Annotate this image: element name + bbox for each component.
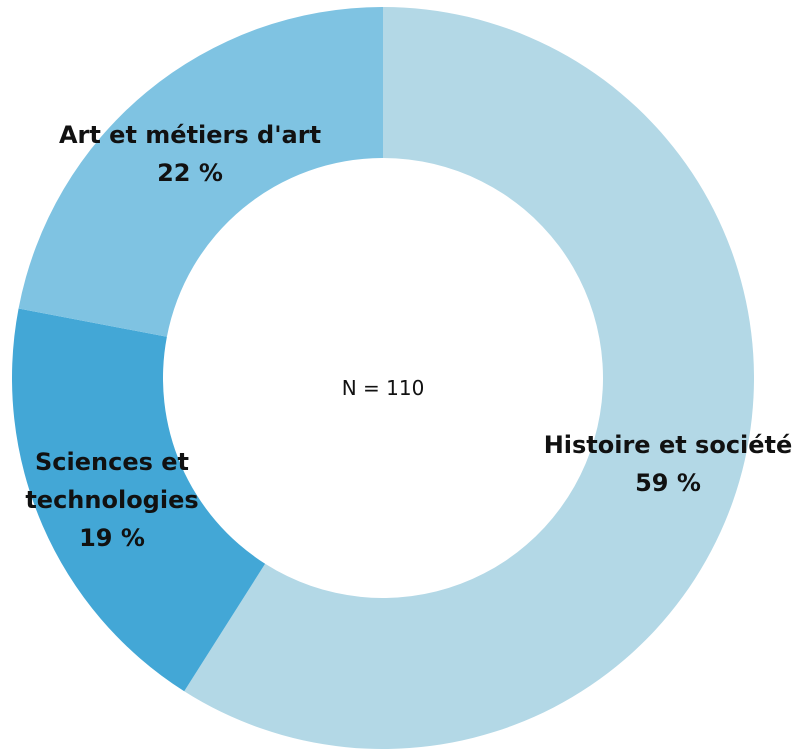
category-label: Histoire et société bbox=[543, 431, 793, 459]
value-label: 59 % bbox=[635, 469, 701, 497]
donut-slice bbox=[18, 7, 383, 337]
value-label: 19 % bbox=[79, 524, 145, 552]
donut-slice bbox=[12, 308, 266, 692]
donut-slice bbox=[184, 7, 754, 749]
center-annotation: N = 110 bbox=[341, 376, 425, 400]
slice-label: Art et métiers d'art 22 % bbox=[59, 116, 321, 192]
category-label: Sciences et technologies bbox=[25, 448, 199, 514]
slice-label: Histoire et société 59 % bbox=[544, 426, 793, 502]
slice-label: Sciences et technologies 19 % bbox=[5, 443, 220, 557]
category-label: Art et métiers d'art bbox=[58, 121, 322, 149]
value-label: 22 % bbox=[157, 159, 223, 187]
